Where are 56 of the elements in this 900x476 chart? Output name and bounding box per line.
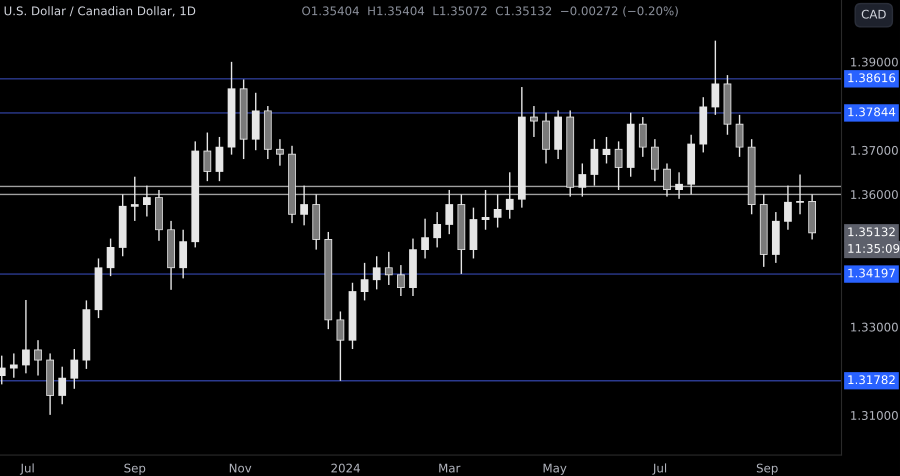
- candlestick: [445, 189, 454, 235]
- x-tick-label: Nov: [230, 464, 252, 473]
- chart-subtitle: O1.35404 H1.35404 L1.35072 C1.35132 −0.00272 (−0.20%): [302, 6, 678, 17]
- candlestick: [675, 172, 683, 200]
- x-tick-label: Sep: [756, 464, 778, 475]
- candlestick: [384, 251, 393, 286]
- y-tick-label: 1.39000: [851, 58, 898, 67]
- candlestick: [421, 218, 429, 260]
- candlestick: [372, 256, 381, 290]
- text: CAD: [862, 10, 886, 19]
- ref-line-label: 1.38616: [848, 73, 896, 82]
- candlestick: [106, 238, 114, 277]
- candlestick: [711, 40, 720, 116]
- text: 1.35132: [848, 227, 895, 236]
- x-tick-label: Mar: [439, 464, 460, 473]
- candlestick: [300, 184, 308, 226]
- candlestick: [360, 262, 368, 302]
- candlestick: [784, 184, 792, 230]
- candlestick: [276, 138, 284, 166]
- candlestick: [614, 140, 622, 191]
- candlestick: [602, 136, 610, 164]
- candlestick: [578, 162, 586, 198]
- y-tick-label: 1.37000: [851, 146, 898, 155]
- candlestick: [638, 116, 647, 158]
- candlestick: [651, 138, 659, 182]
- x-tick-label: 2024: [331, 464, 360, 473]
- candlestick: [530, 105, 538, 138]
- candlestick: [736, 114, 744, 158]
- candlestick: [58, 366, 66, 405]
- candlestick: [397, 264, 405, 297]
- ref-line-label: 1.37844: [848, 107, 896, 116]
- x-tick-label: Jul: [20, 463, 34, 475]
- candlestick: [482, 189, 490, 230]
- ref-line-label: 1.34197: [848, 268, 895, 278]
- candlestick: [10, 352, 18, 378]
- y-tick-label: 1.33000: [851, 322, 898, 332]
- candlestick: [506, 172, 514, 220]
- candlestick: [70, 348, 78, 390]
- candlestick: [494, 194, 502, 228]
- y-tick-label: 1.36000: [851, 190, 898, 200]
- y-tick-label: 1.31000: [851, 411, 898, 420]
- ref-line-label: 1.31782: [848, 375, 895, 384]
- candlestick: [203, 132, 212, 182]
- candlestick: [336, 310, 344, 382]
- candlestick: [433, 211, 442, 248]
- candlestick: [663, 162, 671, 198]
- candlestick: [143, 184, 151, 218]
- candlestick: [130, 176, 139, 222]
- candlestick: [22, 299, 30, 374]
- x-tick-label: Jul: [652, 463, 666, 475]
- candlestick: [796, 174, 804, 215]
- x-tick-label: Sep: [124, 464, 146, 475]
- x-tick-label: May: [544, 464, 567, 475]
- chart-title: U.S. Dollar / Canadian Dollar, 1D: [4, 6, 196, 17]
- candlestick: [34, 339, 42, 376]
- text: 11:35:09: [848, 244, 900, 253]
